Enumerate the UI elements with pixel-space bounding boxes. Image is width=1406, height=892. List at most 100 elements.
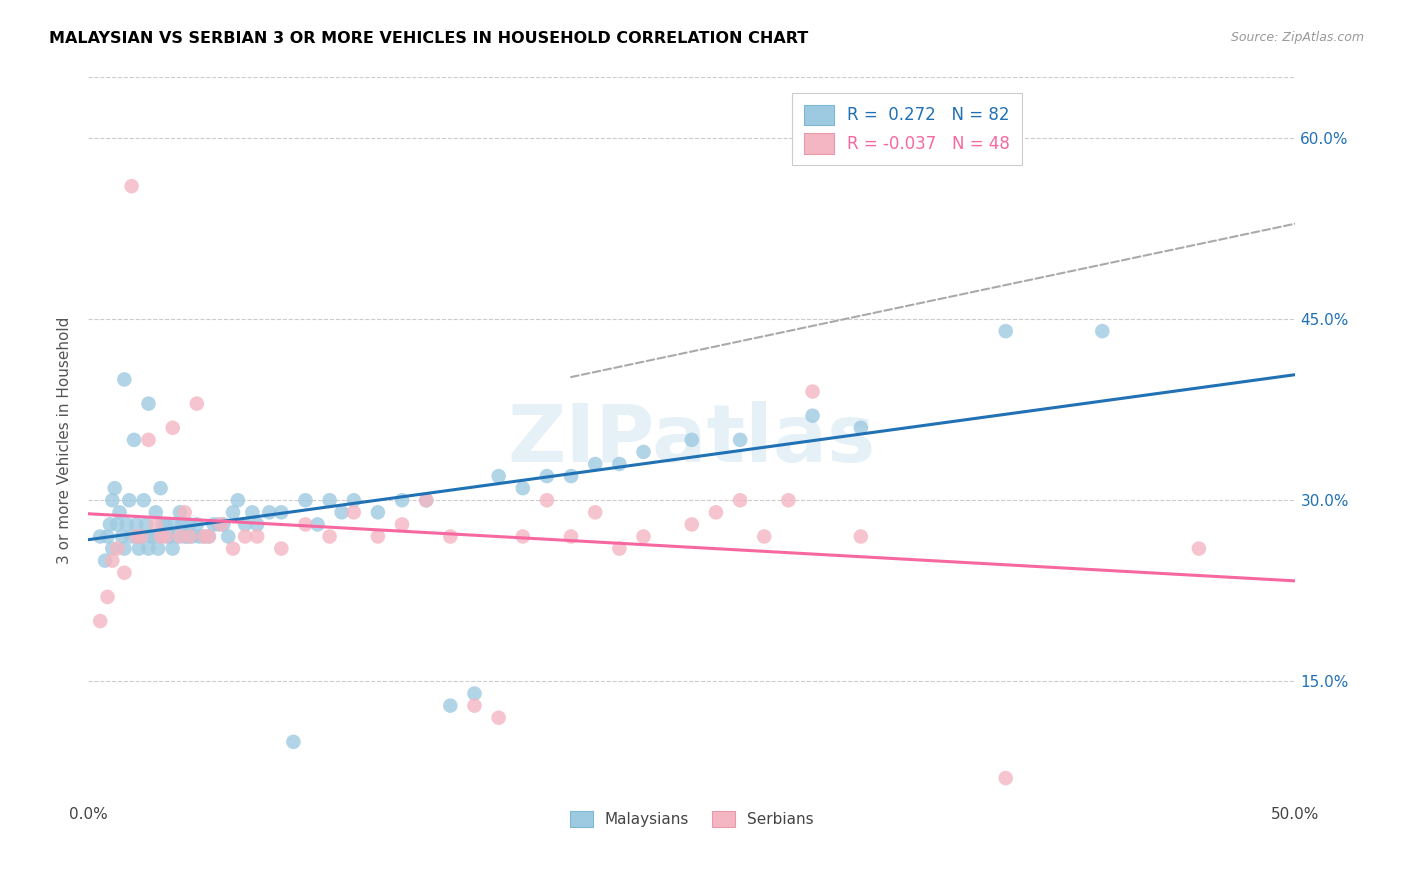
Point	[207, 517, 229, 532]
Point	[193, 529, 215, 543]
Point	[233, 529, 256, 543]
Point	[233, 517, 256, 532]
Point	[181, 529, 204, 543]
Point	[209, 517, 232, 532]
Point	[270, 541, 292, 556]
Point	[512, 481, 534, 495]
Point	[138, 541, 160, 556]
Point	[367, 505, 389, 519]
Point	[145, 517, 167, 532]
Point	[156, 529, 179, 543]
Y-axis label: 3 or more Vehicles in Household: 3 or more Vehicles in Household	[58, 316, 72, 564]
Point	[240, 505, 263, 519]
Point	[849, 529, 872, 543]
Point	[439, 529, 461, 543]
Point	[560, 529, 582, 543]
Point	[138, 433, 160, 447]
Point	[166, 529, 188, 543]
Point	[198, 529, 221, 543]
Point	[994, 324, 1017, 338]
Point	[415, 493, 437, 508]
Point	[112, 541, 135, 556]
Point	[294, 517, 316, 532]
Point	[125, 529, 148, 543]
Point	[415, 493, 437, 508]
Point	[176, 529, 198, 543]
Point	[132, 493, 155, 508]
Point	[173, 505, 195, 519]
Point	[188, 529, 211, 543]
Point	[105, 541, 128, 556]
Point	[257, 505, 280, 519]
Point	[704, 505, 727, 519]
Point	[142, 529, 165, 543]
Point	[849, 421, 872, 435]
Point	[138, 396, 160, 410]
Point	[101, 493, 124, 508]
Point	[152, 517, 174, 532]
Point	[367, 529, 389, 543]
Point	[173, 529, 195, 543]
Point	[139, 529, 162, 543]
Point	[439, 698, 461, 713]
Point	[148, 541, 170, 556]
Point	[193, 529, 215, 543]
Point	[1188, 541, 1211, 556]
Point	[111, 529, 134, 543]
Point	[754, 529, 776, 543]
Point	[149, 529, 172, 543]
Point	[330, 505, 353, 519]
Point	[307, 517, 329, 532]
Point	[162, 541, 184, 556]
Point	[101, 541, 124, 556]
Point	[121, 529, 143, 543]
Point	[94, 554, 117, 568]
Point	[609, 457, 631, 471]
Point	[101, 554, 124, 568]
Point	[343, 505, 366, 519]
Point	[149, 529, 172, 543]
Point	[108, 505, 131, 519]
Point	[179, 517, 201, 532]
Point	[112, 566, 135, 580]
Point	[270, 505, 292, 519]
Point	[129, 529, 152, 543]
Point	[463, 687, 485, 701]
Point	[96, 590, 118, 604]
Point	[318, 493, 340, 508]
Point	[463, 698, 485, 713]
Point	[283, 735, 305, 749]
Point	[121, 179, 143, 194]
Point	[681, 517, 703, 532]
Point	[212, 517, 235, 532]
Point	[994, 771, 1017, 785]
Point	[633, 445, 655, 459]
Point	[391, 493, 413, 508]
Point	[104, 481, 127, 495]
Point	[186, 396, 208, 410]
Point	[633, 529, 655, 543]
Point	[801, 409, 824, 423]
Point	[159, 529, 181, 543]
Text: Source: ZipAtlas.com: Source: ZipAtlas.com	[1230, 31, 1364, 45]
Point	[98, 517, 121, 532]
Point	[149, 481, 172, 495]
Point	[129, 529, 152, 543]
Point	[96, 529, 118, 543]
Point	[246, 529, 269, 543]
Point	[318, 529, 340, 543]
Point	[155, 517, 177, 532]
Point	[583, 505, 606, 519]
Point	[512, 529, 534, 543]
Point	[145, 505, 167, 519]
Point	[202, 517, 225, 532]
Point	[89, 529, 111, 543]
Point	[246, 517, 269, 532]
Point	[125, 529, 148, 543]
Point	[728, 433, 751, 447]
Point	[294, 493, 316, 508]
Point	[135, 517, 157, 532]
Point	[778, 493, 800, 508]
Text: MALAYSIAN VS SERBIAN 3 OR MORE VEHICLES IN HOUSEHOLD CORRELATION CHART: MALAYSIAN VS SERBIAN 3 OR MORE VEHICLES …	[49, 31, 808, 46]
Text: ZIPatlas: ZIPatlas	[508, 401, 876, 479]
